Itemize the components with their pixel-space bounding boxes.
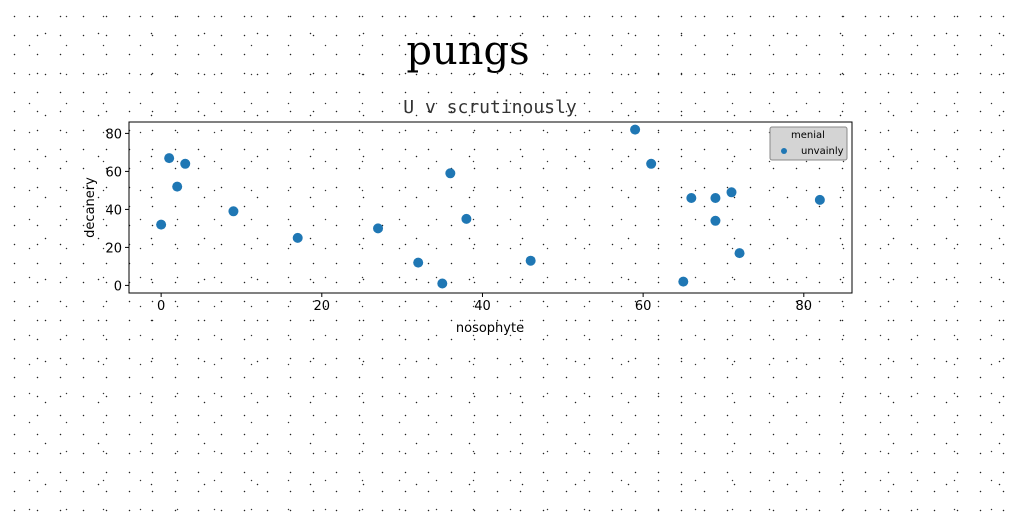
data-point	[156, 219, 167, 230]
data-point	[172, 181, 183, 192]
x-tick-label: 40	[474, 299, 491, 314]
y-axis-ticks: 0 20 40 60 80	[105, 127, 129, 294]
data-point	[445, 168, 456, 179]
y-tick-label: 60	[105, 165, 122, 180]
legend: menial unvainly	[769, 126, 848, 161]
x-tick-label: 60	[635, 299, 652, 314]
data-point	[437, 278, 448, 289]
figure-suptitle: pungs	[406, 28, 530, 74]
y-axis-label: decanery	[83, 177, 98, 238]
data-point	[292, 232, 303, 243]
data-point	[710, 215, 721, 226]
data-point	[726, 187, 737, 198]
data-point	[814, 194, 825, 205]
legend-box	[769, 126, 848, 161]
data-point	[373, 223, 384, 234]
x-axis-label: nosophyte	[456, 321, 524, 336]
legend-marker-unvainly	[781, 148, 787, 154]
chart-title: U v scrutinously	[403, 97, 577, 118]
data-point	[461, 213, 472, 224]
data-point	[630, 124, 641, 135]
x-tick-label: 80	[796, 299, 813, 314]
data-points	[156, 124, 825, 289]
data-point	[525, 255, 536, 266]
data-point	[413, 257, 424, 268]
y-tick-label: 80	[105, 127, 122, 142]
data-point	[686, 193, 697, 203]
plot-area	[128, 121, 853, 294]
y-tick-label: 40	[105, 203, 122, 218]
data-point	[228, 206, 239, 217]
legend-entry-unvainly: unvainly	[801, 146, 844, 157]
x-tick-label: 0	[157, 299, 165, 314]
y-tick-label: 20	[105, 241, 122, 256]
data-point	[678, 276, 689, 287]
y-tick-label: 0	[114, 279, 122, 294]
x-axis-ticks: 0 20 40 60 80	[157, 293, 812, 314]
data-point	[710, 193, 721, 203]
data-point	[734, 248, 745, 259]
x-tick-label: 20	[314, 299, 331, 314]
data-point	[646, 158, 657, 169]
data-point	[164, 153, 175, 164]
data-point	[180, 158, 191, 169]
legend-title: menial	[791, 130, 825, 141]
